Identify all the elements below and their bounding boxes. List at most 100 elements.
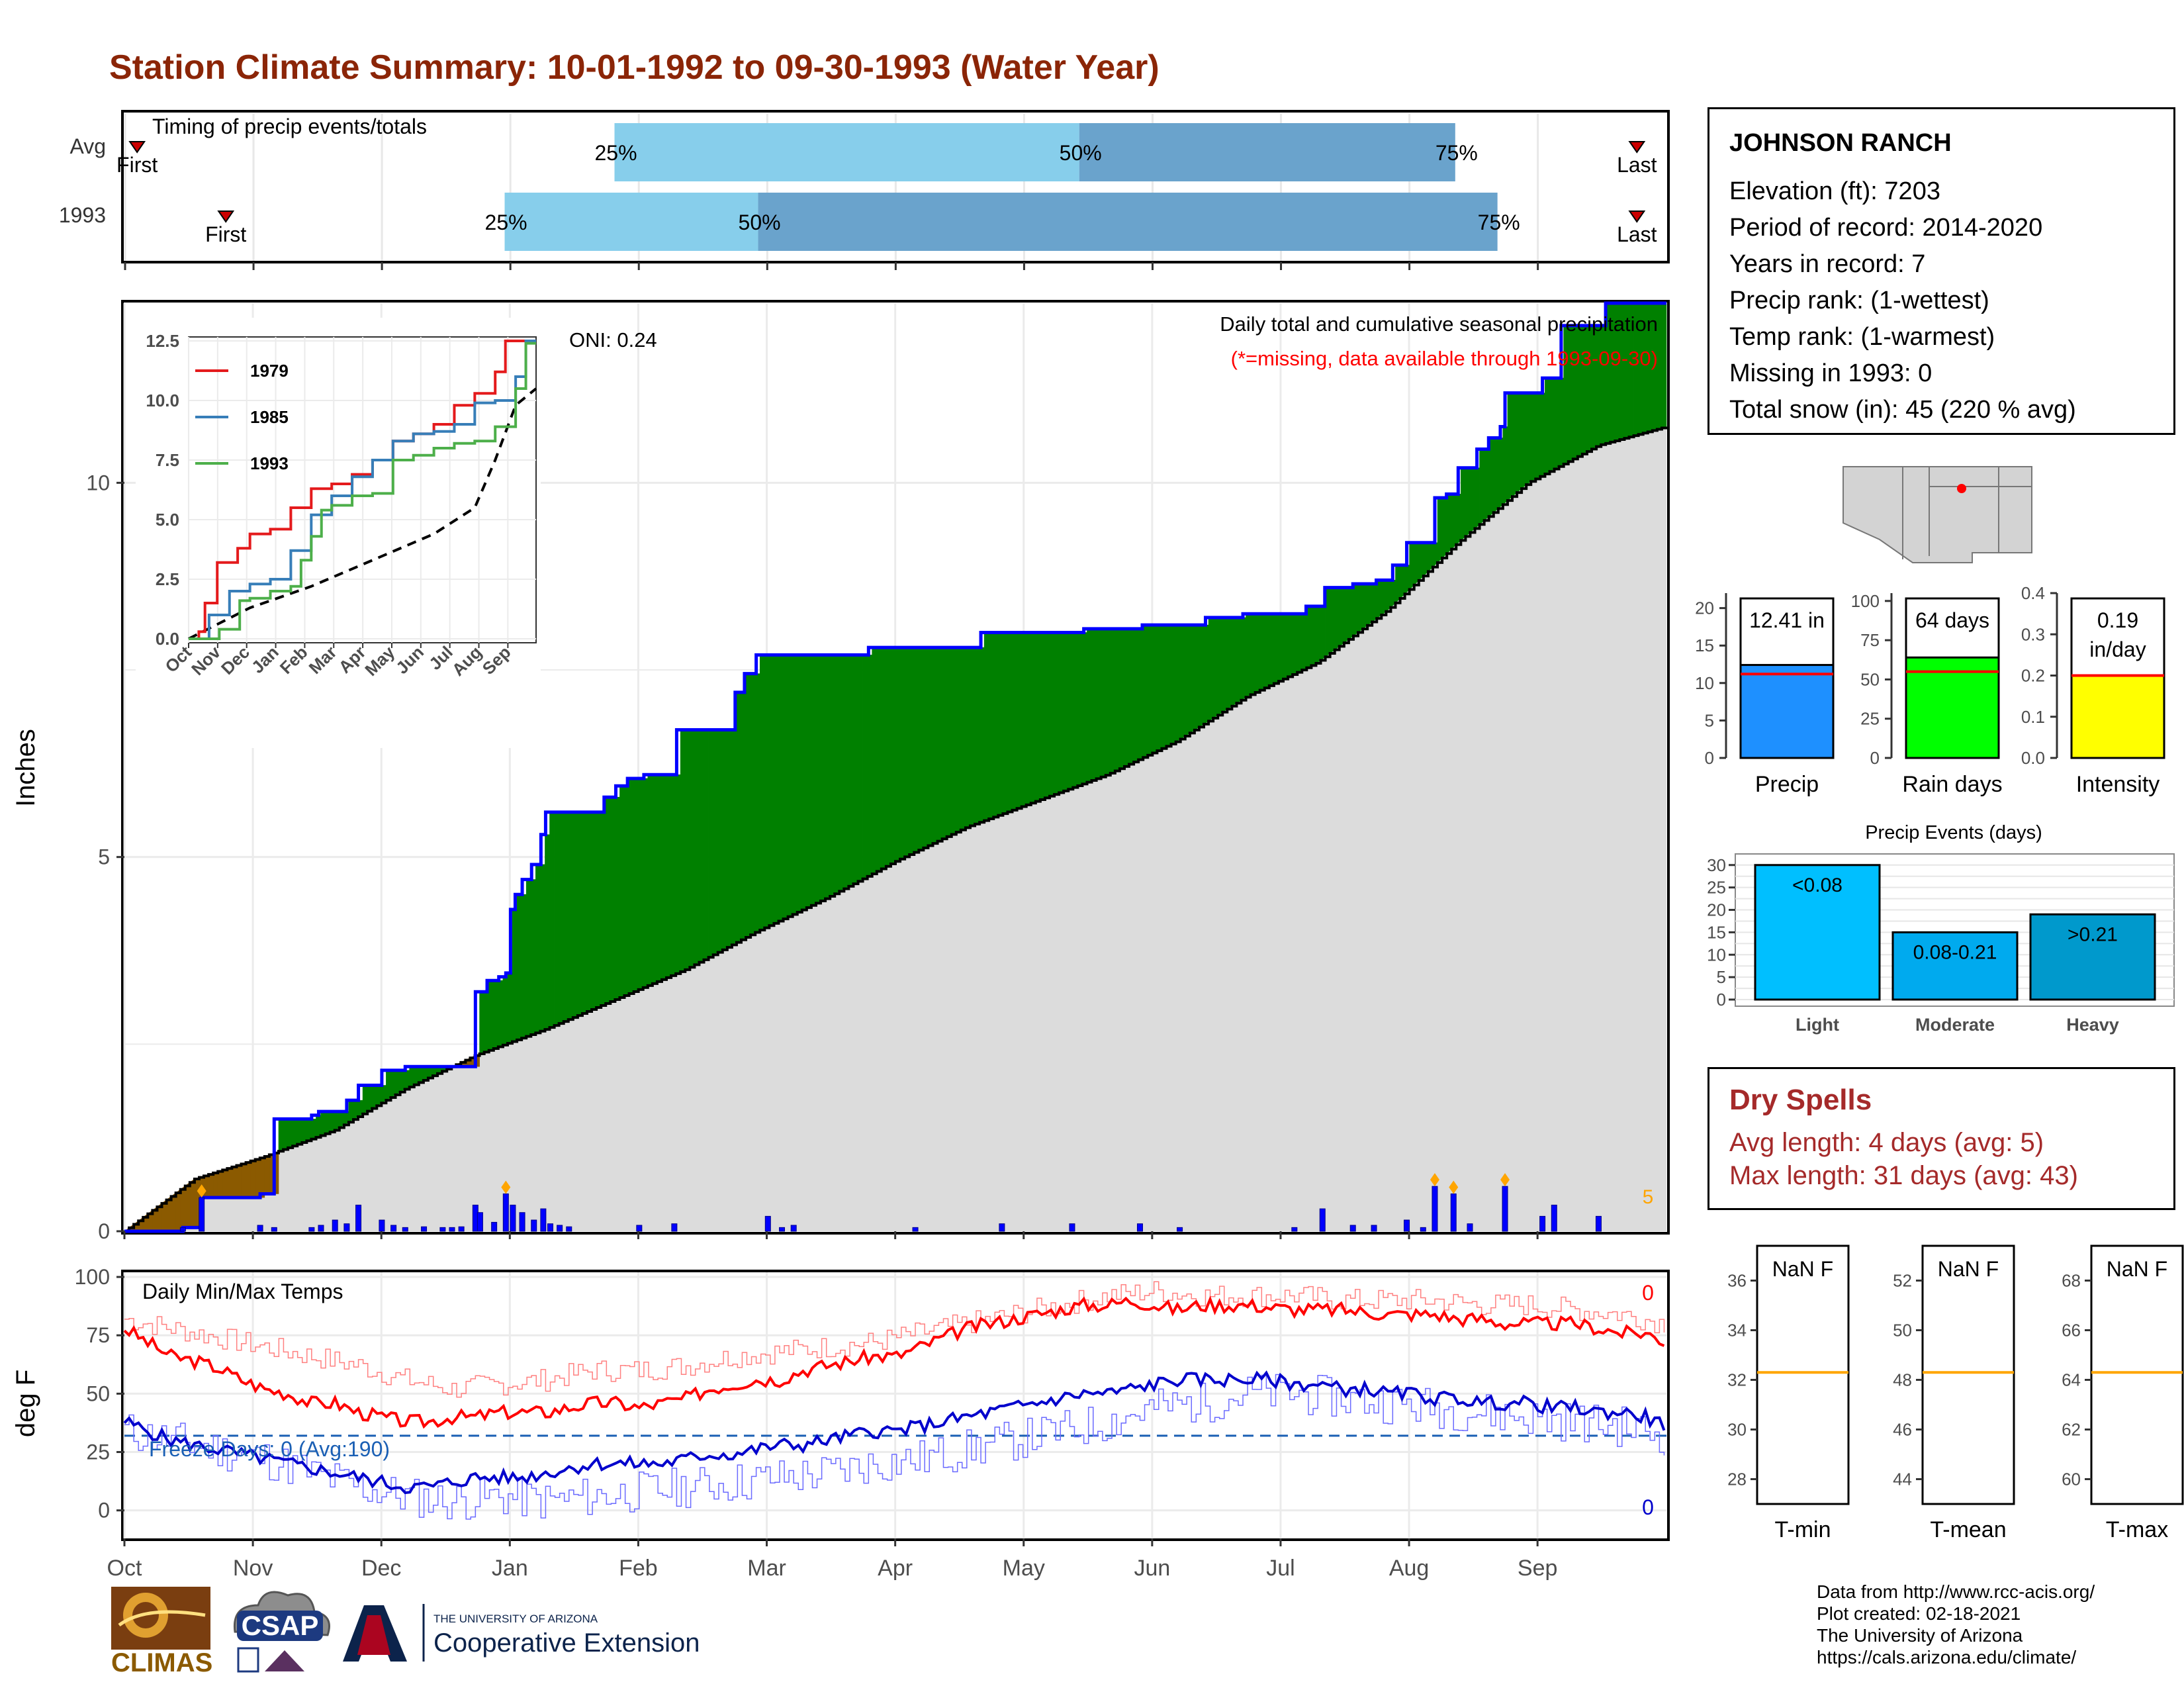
precip-anomaly-segment	[666, 774, 672, 978]
precip-anomaly-segment	[1152, 624, 1158, 753]
precip-anomaly-segment	[1339, 587, 1345, 647]
precip-anomaly-segment	[563, 812, 569, 1022]
trank-y-tick-label: 64	[2062, 1370, 2081, 1390]
precip-anomaly-segment	[643, 778, 649, 988]
tmax-average-line	[124, 1281, 1665, 1398]
observed-cumulative-line	[124, 301, 1666, 1233]
trank-y-tick-label: 36	[1727, 1271, 1747, 1291]
precip-anomaly-segment	[610, 796, 615, 1002]
precip-anomaly-segment	[1591, 325, 1597, 449]
precip-anomaly-segment	[759, 655, 765, 931]
daily-precip-bar	[531, 1219, 537, 1232]
precip-anomaly-segment	[1376, 580, 1382, 619]
precip-anomaly-segment	[386, 1070, 391, 1101]
precip-anomaly-segment	[741, 692, 747, 941]
precip-anomaly-segment	[479, 991, 484, 1055]
precip-anomaly-segment	[899, 647, 905, 860]
trank-frame-T-max	[2090, 1244, 2184, 1505]
daily-precip-bar	[271, 1227, 277, 1232]
precip-anomaly-segment	[577, 812, 583, 1016]
daily-precip-bar	[1432, 1186, 1438, 1232]
daily-precip-bar	[1450, 1193, 1457, 1232]
precip-anomaly-segment	[1545, 377, 1550, 475]
precip-anomaly-segment	[615, 796, 620, 1000]
precip-anomaly-segment	[1525, 393, 1531, 485]
precip-anomaly-segment	[246, 1160, 251, 1198]
daily-precip-bar	[502, 1193, 509, 1232]
daily-precip-bar	[379, 1219, 385, 1232]
precip-anomaly-segment	[1044, 632, 1050, 798]
trank-y-tick-label: 30	[1727, 1420, 1747, 1440]
dry-spells-max: Max length: 31 days (avg: 43)	[1729, 1161, 2078, 1190]
precip-anomaly-segment	[946, 647, 952, 837]
precip-anomaly-segment	[255, 1157, 261, 1198]
precip-anomaly-segment	[1203, 624, 1209, 725]
last-label: Last	[1617, 222, 1657, 246]
events-y-tick-label: 25	[1707, 878, 1726, 898]
summary-y-tick-label: 75	[1860, 630, 1880, 650]
precip-anomaly-segment	[1568, 325, 1574, 462]
precip-anomaly-segment	[904, 647, 910, 857]
trank-y-tick-label: 28	[1727, 1470, 1747, 1489]
precip-anomaly-segment	[928, 647, 933, 846]
cumulative-subtitle: (*=missing, data available through 1993-…	[1231, 347, 1658, 370]
cum-y-tick-label: 5	[98, 845, 110, 869]
precip-anomaly-segment	[1455, 494, 1461, 545]
precip-anomaly-segment	[586, 812, 592, 1012]
inset-legend-label-1993: 1993	[250, 453, 289, 473]
locator-map	[1843, 466, 2032, 563]
trank-y-tick-label: 34	[1727, 1321, 1747, 1340]
precip-anomaly-segment	[502, 976, 508, 1046]
snow-marker	[197, 1184, 206, 1198]
precip-anomaly-segment	[259, 1156, 265, 1198]
summary-bar-Rain days	[1905, 656, 2000, 759]
precip-anomaly-segment	[292, 1119, 298, 1147]
logos: CLIMAS CSAP THE UNIVERSITY OF ARIZONA Co…	[111, 1587, 700, 1677]
daily-precip-bar	[1420, 1227, 1426, 1232]
summary-y-tick-label: 100	[1851, 591, 1880, 611]
daily-precip-bar	[1551, 1204, 1557, 1232]
precip-anomaly-segment	[853, 655, 858, 884]
precip-anomaly-segment	[736, 692, 742, 943]
precip-anomaly-segment	[727, 729, 733, 948]
inset-series-1993	[189, 342, 536, 640]
timing-label-50: 50%	[739, 211, 781, 234]
precip-anomaly-segment	[956, 647, 962, 833]
precip-anomaly-segment	[1073, 632, 1078, 788]
summary-y-tick-label: 10	[1695, 673, 1714, 693]
daily-precip-bar	[439, 1227, 446, 1232]
precip-anomaly-segment	[713, 729, 718, 955]
trank-y-tick-label: 32	[1727, 1370, 1747, 1390]
precip-anomaly-segment	[872, 647, 878, 874]
precip-anomaly-segment	[717, 729, 723, 953]
daily-precip-bar	[779, 1227, 786, 1232]
precip-anomaly-segment	[232, 1165, 237, 1198]
events-value-label-Moderate: 0.08-0.21	[1913, 941, 1997, 963]
inset-y-tick-label: 7.5	[156, 450, 179, 470]
dry-spells-heading: Dry Spells	[1729, 1084, 1872, 1116]
trank-frame-T-mean	[1921, 1244, 2015, 1505]
daily-precip-bar	[1349, 1225, 1356, 1232]
precip-anomaly-segment	[979, 647, 985, 823]
snow-marker	[501, 1180, 511, 1194]
precip-anomaly-segment	[811, 655, 817, 906]
temp-x-tick-label-Feb: Feb	[619, 1556, 658, 1581]
precip-anomaly-segment	[222, 1168, 228, 1198]
trank-y-tick-label: 46	[1893, 1420, 1912, 1440]
summary-y-tick-label: 0	[1870, 748, 1880, 768]
precip-anomaly-segment	[283, 1119, 289, 1150]
precip-anomaly-segment	[1246, 613, 1251, 698]
events-y-tick-label: 20	[1707, 900, 1726, 920]
precip-anomaly-segment	[1498, 438, 1504, 509]
temp-y-tick-label: 75	[86, 1323, 110, 1347]
precip-anomaly-segment	[661, 774, 667, 980]
daily-precip-bars	[179, 1173, 1602, 1232]
precip-anomaly-segment	[1063, 632, 1069, 792]
precip-anomaly-segment	[1353, 583, 1359, 637]
precip-anomaly-segment	[1357, 583, 1363, 633]
precip-anomaly-segment	[1017, 632, 1022, 809]
precip-anomaly-segment	[1194, 624, 1200, 731]
trank-y-tick-label: 52	[1893, 1271, 1912, 1291]
precip-anomaly-segment	[296, 1119, 302, 1145]
